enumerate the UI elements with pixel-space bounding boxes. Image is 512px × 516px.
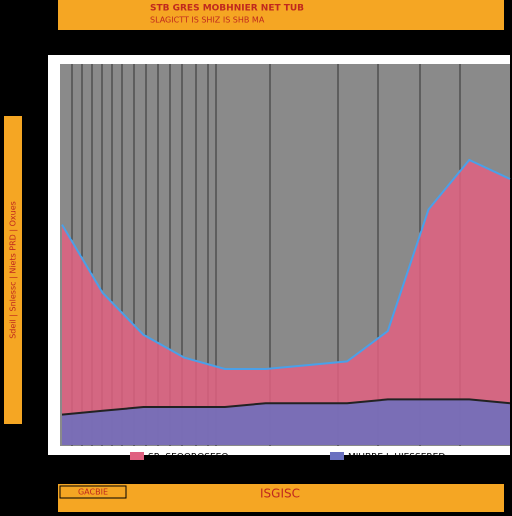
area-fill: [62, 160, 510, 445]
chart-title: STB GRES MOBHNIER NET TUB: [150, 4, 304, 14]
y-label-bar: [4, 116, 22, 424]
footer-box: [59, 485, 127, 499]
y-axis-label: Sdeil | Snlessc | Niets PRD | Oxues: [9, 201, 18, 339]
series-line: [61, 398, 511, 416]
title-banner: [58, 0, 504, 30]
footer-left: GACBIE: [78, 488, 108, 497]
legend-label: SR. SEOOROSEEO: [148, 453, 228, 463]
legend-swatch: [130, 452, 144, 460]
series-line: [61, 158, 511, 370]
footer-bar: [58, 484, 504, 512]
footer-text: ISGISC: [260, 487, 300, 501]
chart-subtitle: SLAGICTT IS SHIZ IS SHB MA: [150, 16, 265, 25]
legend-swatch: [330, 452, 344, 460]
legend-label: MIUBRE I. UIESSERED: [348, 453, 445, 463]
area-fill: [62, 399, 510, 445]
